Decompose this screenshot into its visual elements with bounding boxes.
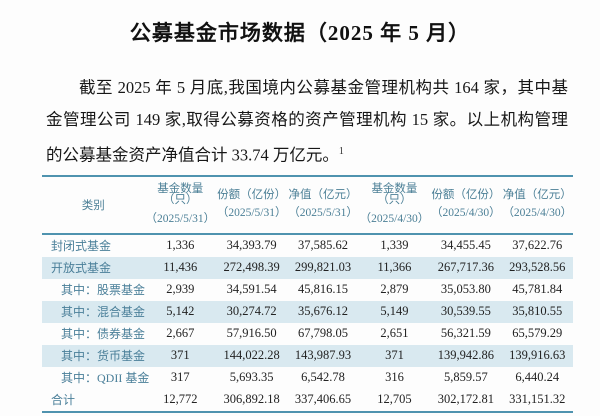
cell-value: 5,142: [166, 304, 195, 318]
cell-value: 30,539.55: [440, 304, 491, 318]
table-row-bond-funds: 其中：债券基金 2,667 57,916.50 67,798.05 2,651 …: [42, 323, 573, 345]
cell-value: 12,772: [163, 392, 198, 406]
cell-value: 267,717.36: [437, 260, 494, 274]
header-date: （2025/5/31）: [216, 207, 287, 219]
cell-value: 45,816.15: [298, 282, 349, 296]
intro-paragraph: 截至 2025 年 5 月底,我国境内公募基金管理机构共 164 家，其中基金管…: [46, 72, 568, 172]
cell-value: 2,879: [380, 282, 409, 296]
cell-value: 56,321.59: [440, 326, 491, 340]
cell-value: 2,651: [380, 326, 409, 340]
table-row-open-funds: 开放式基金 11,436 272,498.39 299,821.03 11,36…: [42, 256, 573, 279]
cell-value: 34,393.79: [226, 238, 277, 252]
cell-value: 1,339: [380, 238, 409, 252]
header-title: 份额（亿份）: [217, 188, 287, 201]
cell-value: 37,622.76: [512, 238, 563, 252]
header-fund-count-may: 基金数量（只） （2025/5/31）: [145, 176, 216, 234]
cell-value: 317: [170, 370, 190, 384]
cell-value: 299,821.03: [294, 260, 352, 274]
table-row-closed-funds: 封闭式基金 1,336 34,393.79 37,585.62 1,339 34…: [42, 234, 573, 257]
cell-value: 34,455.45: [440, 238, 491, 252]
row-label: 封闭式基金: [51, 239, 112, 253]
cell-value: 11,436: [163, 260, 198, 274]
header-category-label: 类别: [81, 199, 105, 212]
cell-value: 6,440.24: [515, 370, 560, 384]
cell-value: 306,892.18: [223, 392, 280, 406]
table-header: 类别 基金数量（只） （2025/5/31） 份额（亿份） （2025/5/31） …: [42, 176, 573, 234]
row-label: 开放式基金: [51, 261, 112, 275]
row-label: 合计: [51, 393, 76, 407]
cell-value: 371: [170, 348, 190, 362]
cell-value: 6,542.78: [301, 370, 345, 384]
cell-value: 37,585.62: [298, 238, 349, 252]
cell-value: 302,172.81: [437, 392, 494, 406]
header-fund-count-apr: 基金数量（只） （2025/4/30）: [359, 176, 430, 234]
header-title: 基金数量（只）: [157, 182, 204, 207]
row-label: 其中：货币基金: [61, 349, 146, 363]
table-row-qdii-funds: 其中：QDII 基金 317 5,693.35 6,542.78 316 5,8…: [42, 367, 573, 389]
cell-value: 143,987.93: [294, 348, 352, 362]
table-body: 封闭式基金 1,336 34,393.79 37,585.62 1,339 34…: [42, 234, 573, 412]
cell-value: 2,939: [166, 282, 195, 296]
cell-value: 67,798.05: [298, 326, 349, 340]
cell-value: 316: [385, 370, 404, 384]
header-date: （2025/5/31）: [145, 212, 216, 225]
header-row: 类别 基金数量（只） （2025/5/31） 份额（亿份） （2025/5/31） …: [42, 176, 573, 234]
cell-value: 5,859.57: [443, 370, 488, 384]
cell-value: 65,579.29: [512, 326, 563, 340]
header-title: 净值（亿元）: [502, 188, 572, 201]
table-row-equity-funds: 其中：股票基金 2,939 34,591.54 45,816.15 2,879 …: [42, 279, 573, 301]
header-date: （2025/4/30）: [502, 207, 573, 219]
row-label: 其中：QDII 基金: [61, 371, 150, 385]
cell-value: 1,336: [166, 238, 195, 252]
header-date: （2025/5/31）: [288, 207, 358, 219]
row-label: 其中：股票基金: [61, 283, 146, 297]
header-title: 份额（亿份）: [431, 188, 501, 201]
cell-value: 371: [385, 348, 404, 362]
cell-value: 11,366: [377, 260, 412, 274]
fund-data-table: 类别 基金数量（只） （2025/5/31） 份额（亿份） （2025/5/31） …: [42, 174, 573, 413]
cell-value: 5,149: [380, 304, 409, 318]
cell-value: 45,781.84: [512, 282, 563, 296]
header-category: 类别: [42, 176, 145, 234]
header-date: （2025/4/30）: [431, 207, 501, 219]
cell-value: 12,705: [377, 392, 412, 406]
cell-value: 139,942.86: [437, 348, 494, 362]
cell-value: 337,406.65: [294, 392, 352, 406]
header-shares-apr: 份额（亿份） （2025/4/30）: [430, 176, 501, 234]
row-label: 其中：债券基金: [61, 327, 146, 341]
cell-value: 293,528.56: [509, 260, 566, 274]
footnote-mark: 1: [338, 146, 344, 157]
cell-value: 5,693.35: [229, 370, 274, 384]
cell-value: 331,151.32: [509, 392, 566, 406]
cell-value: 35,810.55: [512, 304, 563, 318]
cell-value: 57,916.50: [226, 326, 277, 340]
cell-value: 35,676.12: [298, 304, 349, 318]
row-label: 其中：混合基金: [61, 305, 146, 319]
cell-value: 272,498.39: [223, 260, 280, 274]
cell-value: 144,022.28: [223, 348, 280, 362]
header-shares-may: 份额（亿份） （2025/5/31）: [216, 176, 287, 234]
cell-value: 35,053.80: [440, 282, 491, 296]
cell-value: 139,916.63: [509, 348, 566, 362]
header-title: 净值（亿元）: [288, 188, 358, 201]
intro-text: 截至 2025 年 5 月底,我国境内公募基金管理机构共 164 家，其中基金管…: [46, 78, 568, 165]
cell-value: 30,274.72: [226, 304, 277, 318]
header-nav-may: 净值（亿元） （2025/5/31）: [287, 176, 358, 234]
header-nav-apr: 净值（亿元） （2025/4/30）: [502, 176, 573, 234]
header-date: （2025/4/30）: [359, 212, 430, 225]
table-row-hybrid-funds: 其中：混合基金 5,142 30,274.72 35,676.12 5,149 …: [42, 300, 573, 323]
header-title: 基金数量（只）: [371, 182, 418, 207]
page-title: 公募基金市场数据（2025 年 5 月）: [129, 21, 471, 45]
table-row-money-market-funds: 其中：货币基金 371 144,022.28 143,987.93 371 13…: [42, 344, 573, 367]
table-row-total: 合计 12,772 306,892.18 337,406.65 12,705 3…: [42, 389, 573, 412]
cell-value: 2,667: [166, 326, 195, 340]
cell-value: 34,591.54: [226, 282, 277, 296]
